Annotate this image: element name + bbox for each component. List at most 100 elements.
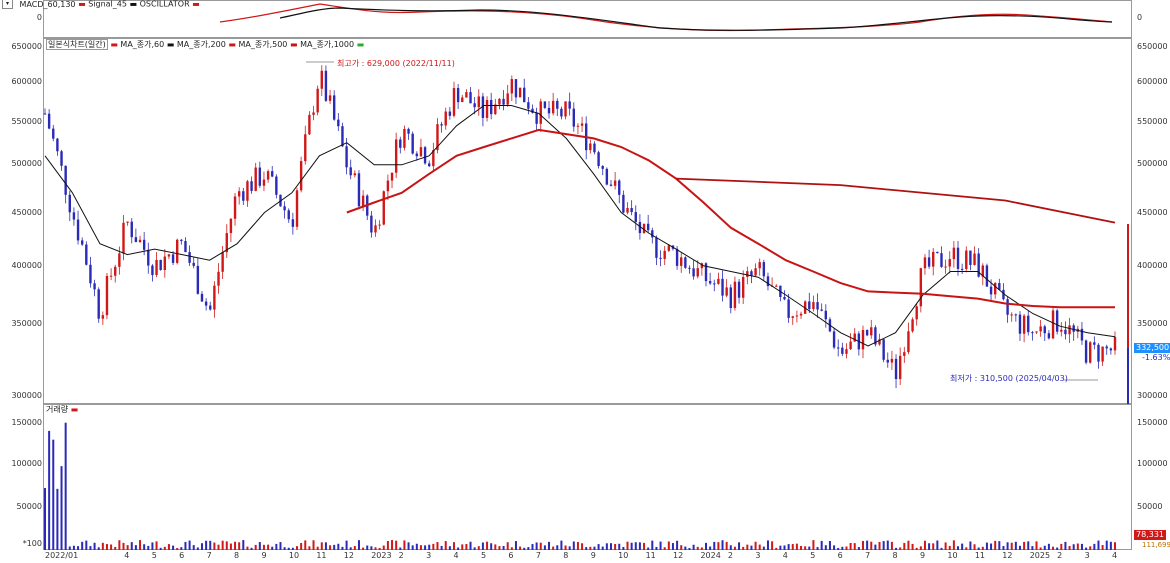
volume-bar [870, 541, 873, 550]
x-axis-label: 4 [782, 551, 788, 560]
candle-body [882, 339, 885, 360]
candle-body [865, 330, 869, 336]
x-axis-label: 8 [234, 551, 240, 560]
volume-bar [200, 543, 203, 550]
candle-body [357, 173, 361, 207]
candle-body [444, 111, 447, 126]
volume-bar [556, 545, 559, 550]
candle-body [394, 139, 398, 173]
candle-body [151, 265, 154, 276]
candle-body [758, 262, 761, 269]
y-tick-left: 400000 [11, 261, 42, 270]
candle-body [283, 206, 286, 211]
volume-bar [874, 544, 877, 550]
candle-body [225, 233, 228, 253]
candle-body [60, 151, 63, 166]
candle-body [1101, 346, 1104, 362]
ma-legend-2: MA_종가,500 [238, 40, 288, 49]
volume-bar [696, 546, 699, 550]
volume-bar [812, 540, 815, 550]
candle-body [1031, 332, 1034, 334]
candle-body [349, 167, 352, 176]
volume-bar [167, 544, 170, 550]
panel-menu-icon[interactable]: ▾ [2, 0, 13, 9]
candle-body [820, 309, 823, 311]
candle-body [1022, 315, 1026, 334]
macd-plot-area [43, 0, 1132, 38]
candle-body [163, 256, 167, 270]
candle-body [188, 252, 191, 263]
volume-bar [176, 547, 179, 550]
candle-body [411, 133, 414, 154]
candle-body [956, 247, 960, 269]
candle-body [1018, 314, 1022, 334]
candle-body [345, 146, 348, 168]
candle-body [597, 152, 600, 167]
volume-bar [593, 546, 596, 550]
candle-body [874, 327, 877, 345]
candle-body [138, 239, 142, 243]
volume-bar [643, 542, 646, 550]
volume-bar [457, 547, 460, 550]
volume-bar [234, 541, 237, 550]
candle-body [1006, 299, 1009, 315]
candle-body [105, 275, 109, 316]
candle-body [890, 358, 894, 363]
volume-bar [225, 541, 228, 550]
volume-bar [923, 540, 926, 550]
candle-body [204, 301, 208, 306]
vol-tick-right: 150000 [1137, 418, 1168, 427]
volume-bar [122, 542, 125, 550]
volume-bar [721, 540, 724, 550]
signal-legend-label: Signal_45 [88, 0, 127, 9]
candle-body [717, 278, 720, 284]
volume-bar [213, 542, 216, 550]
volume-bar [766, 540, 769, 550]
volume-bar [655, 546, 658, 550]
candle-body [932, 251, 935, 267]
candle-body [498, 98, 501, 105]
candle-body [403, 128, 406, 148]
volume-bar [366, 545, 369, 550]
volume-bar [705, 542, 708, 550]
candle-body [295, 190, 299, 227]
volume-bar [853, 543, 856, 550]
candle-body [696, 268, 699, 277]
volume-bar [527, 547, 530, 550]
volume-bar [378, 547, 381, 550]
volume-bar [733, 546, 736, 550]
y-tick-left: 450000 [11, 208, 42, 217]
candle-body [680, 257, 683, 266]
chart-type-label[interactable]: 일본식차트(일간) [46, 39, 108, 50]
volume-bar [531, 544, 534, 550]
candle-body [1060, 329, 1063, 332]
candle-body [271, 171, 274, 177]
candle-body [965, 250, 968, 270]
volume-bar [911, 543, 914, 550]
volume-bar [762, 546, 765, 550]
volume-bar [72, 545, 75, 550]
volume-bar [469, 541, 472, 550]
candle-body [667, 245, 671, 251]
y-tick-right: 600000 [1137, 77, 1168, 86]
volume-bar [680, 545, 683, 550]
volume-bar [692, 544, 695, 550]
candle-body [489, 99, 493, 115]
volume-bar [184, 541, 187, 550]
volume-bar [163, 546, 166, 550]
candle-body [64, 165, 67, 195]
candle-body [556, 100, 559, 109]
volume-bar [448, 546, 451, 550]
candle-body [1089, 342, 1092, 363]
candle-body [304, 134, 307, 162]
candle-body [841, 347, 844, 354]
volume-bars-svg [44, 422, 1116, 550]
volume-bar [1023, 541, 1026, 550]
candle-body [1105, 346, 1108, 349]
volume-bar [671, 543, 674, 550]
x-axis-label: 5 [480, 551, 487, 560]
x-axis-label: 11 [316, 551, 327, 560]
volume-bar [329, 545, 332, 550]
macd-zero-left: 0 [36, 13, 42, 22]
volume-bar [572, 541, 575, 550]
